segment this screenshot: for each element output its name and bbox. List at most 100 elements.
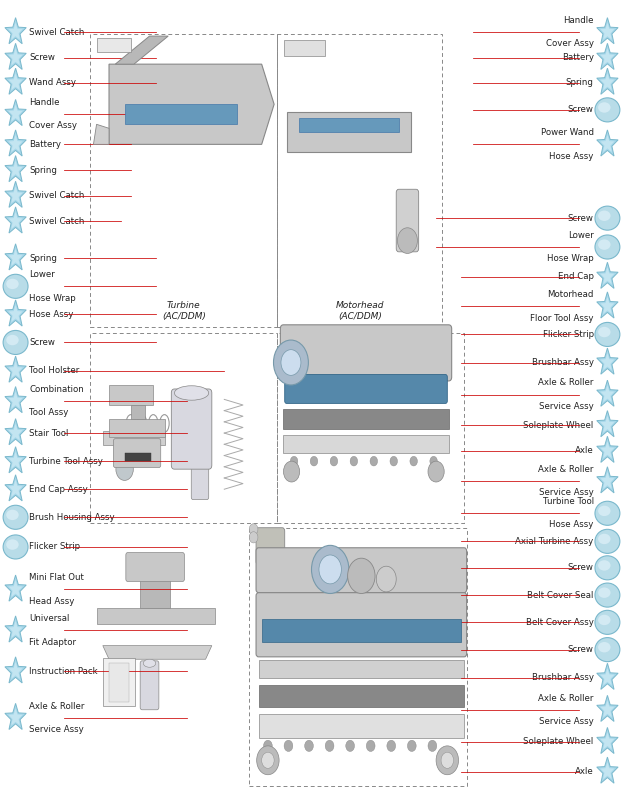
Polygon shape bbox=[601, 441, 614, 458]
Circle shape bbox=[290, 456, 298, 466]
Circle shape bbox=[436, 746, 459, 775]
Text: Spring: Spring bbox=[29, 253, 57, 263]
Ellipse shape bbox=[595, 583, 620, 607]
Polygon shape bbox=[5, 68, 26, 95]
Polygon shape bbox=[597, 411, 618, 437]
Polygon shape bbox=[601, 700, 614, 717]
Polygon shape bbox=[601, 762, 614, 779]
Circle shape bbox=[284, 740, 293, 751]
Polygon shape bbox=[9, 160, 22, 177]
Polygon shape bbox=[597, 663, 618, 690]
Bar bbox=[125, 453, 151, 461]
FancyBboxPatch shape bbox=[126, 553, 184, 581]
Bar bbox=[109, 385, 153, 405]
Circle shape bbox=[262, 752, 274, 768]
Ellipse shape bbox=[598, 642, 611, 653]
Ellipse shape bbox=[598, 534, 611, 545]
Bar bbox=[284, 40, 325, 56]
Polygon shape bbox=[287, 112, 411, 152]
Bar bbox=[277, 34, 442, 327]
Bar bbox=[262, 619, 461, 642]
Text: Lower: Lower bbox=[29, 270, 55, 279]
Text: Brushbar Assy: Brushbar Assy bbox=[531, 673, 594, 683]
Polygon shape bbox=[597, 348, 618, 375]
Circle shape bbox=[387, 740, 396, 751]
Ellipse shape bbox=[595, 638, 620, 662]
Text: Belt Cover Assy: Belt Cover Assy bbox=[526, 618, 594, 627]
Polygon shape bbox=[9, 305, 22, 322]
Polygon shape bbox=[5, 181, 26, 208]
Text: Hose Assy: Hose Assy bbox=[549, 520, 594, 529]
Polygon shape bbox=[597, 757, 618, 784]
Polygon shape bbox=[597, 18, 618, 44]
Circle shape bbox=[407, 740, 416, 751]
Text: Axle: Axle bbox=[575, 446, 594, 456]
Bar bbox=[283, 435, 449, 453]
Polygon shape bbox=[601, 415, 614, 432]
Bar bbox=[97, 38, 131, 52]
Polygon shape bbox=[601, 73, 614, 90]
Polygon shape bbox=[9, 423, 22, 440]
Bar bbox=[259, 714, 464, 738]
Ellipse shape bbox=[598, 506, 611, 516]
Text: Screw: Screw bbox=[568, 105, 594, 115]
Text: Cover Assy: Cover Assy bbox=[29, 121, 77, 130]
FancyBboxPatch shape bbox=[280, 325, 452, 381]
Ellipse shape bbox=[595, 235, 620, 259]
FancyBboxPatch shape bbox=[396, 189, 419, 252]
Text: Power Wand: Power Wand bbox=[541, 128, 594, 137]
Text: Fit Adaptor: Fit Adaptor bbox=[29, 638, 76, 646]
Polygon shape bbox=[9, 662, 22, 678]
Text: Turbine Tool: Turbine Tool bbox=[543, 497, 594, 506]
Circle shape bbox=[249, 532, 258, 543]
FancyBboxPatch shape bbox=[191, 447, 209, 500]
Circle shape bbox=[273, 340, 308, 385]
Text: Axle & Roller: Axle & Roller bbox=[538, 694, 594, 703]
Polygon shape bbox=[5, 703, 26, 730]
Ellipse shape bbox=[143, 659, 156, 667]
Bar bbox=[103, 658, 135, 706]
Polygon shape bbox=[601, 267, 614, 284]
Text: Belt Cover Seal: Belt Cover Seal bbox=[527, 590, 594, 600]
Ellipse shape bbox=[3, 274, 28, 298]
Polygon shape bbox=[597, 68, 618, 95]
Text: Axle: Axle bbox=[575, 767, 594, 776]
Text: Turbine Tool Assy: Turbine Tool Assy bbox=[29, 456, 103, 466]
FancyBboxPatch shape bbox=[171, 389, 212, 469]
Text: Hose Wrap: Hose Wrap bbox=[29, 294, 76, 302]
Text: Battery: Battery bbox=[29, 140, 61, 149]
Circle shape bbox=[281, 350, 301, 375]
Ellipse shape bbox=[598, 561, 611, 571]
FancyBboxPatch shape bbox=[285, 375, 447, 403]
Circle shape bbox=[370, 456, 378, 466]
Text: Cover Assy: Cover Assy bbox=[546, 39, 594, 48]
Polygon shape bbox=[5, 99, 26, 126]
Text: Service Assy: Service Assy bbox=[539, 717, 594, 726]
Text: Hose Assy: Hose Assy bbox=[549, 152, 594, 160]
Circle shape bbox=[366, 740, 375, 751]
Circle shape bbox=[330, 456, 338, 466]
Text: Swivel Catch: Swivel Catch bbox=[29, 217, 85, 226]
Polygon shape bbox=[597, 130, 618, 156]
FancyBboxPatch shape bbox=[113, 439, 161, 468]
Text: Motorhead: Motorhead bbox=[548, 290, 594, 299]
Text: Motorhead
(AC/DDM): Motorhead (AC/DDM) bbox=[336, 302, 384, 321]
Text: End Cap Assy: End Cap Assy bbox=[29, 484, 88, 494]
Polygon shape bbox=[597, 292, 618, 318]
Text: Wand Assy: Wand Assy bbox=[29, 78, 76, 87]
Polygon shape bbox=[597, 727, 618, 754]
Text: Axle & Roller: Axle & Roller bbox=[538, 465, 594, 474]
Polygon shape bbox=[5, 130, 26, 156]
Polygon shape bbox=[5, 43, 26, 70]
Text: Screw: Screw bbox=[29, 338, 55, 347]
Polygon shape bbox=[9, 708, 22, 725]
Ellipse shape bbox=[3, 505, 28, 529]
Ellipse shape bbox=[595, 322, 620, 346]
Text: Hose Assy: Hose Assy bbox=[29, 310, 74, 319]
Bar bbox=[109, 419, 165, 437]
Ellipse shape bbox=[6, 539, 19, 550]
FancyBboxPatch shape bbox=[256, 528, 285, 565]
Polygon shape bbox=[9, 621, 22, 638]
Polygon shape bbox=[93, 124, 109, 144]
Bar bbox=[90, 34, 277, 327]
